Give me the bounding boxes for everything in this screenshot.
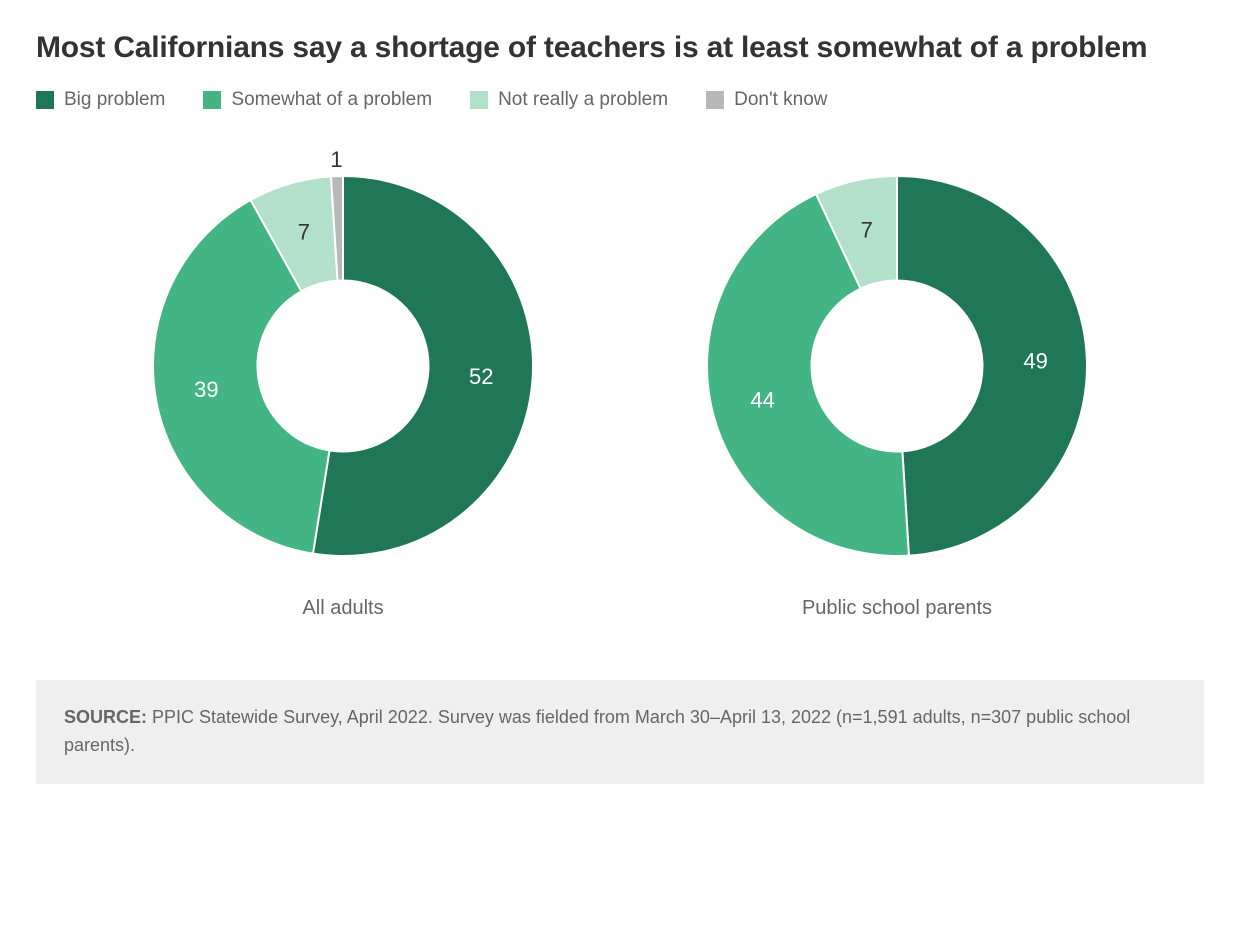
legend-swatch <box>36 91 54 109</box>
slice-value-label: 39 <box>194 377 218 402</box>
slice-value-label: 1 <box>330 151 342 172</box>
slice-value-label: 49 <box>1023 348 1047 373</box>
source-text: PPIC Statewide Survey, April 2022. Surve… <box>64 707 1130 755</box>
legend-label: Don't know <box>734 89 827 111</box>
legend-item: Somewhat of a problem <box>203 89 432 111</box>
chart-caption: Public school parents <box>802 597 992 620</box>
legend-item: Not really a problem <box>470 89 668 111</box>
donut-chart: 52 39 7 1 All adults <box>128 151 558 620</box>
chart-title: Most Californians say a shortage of teac… <box>36 28 1204 67</box>
source-note: SOURCE: PPIC Statewide Survey, April 202… <box>36 680 1204 784</box>
slice-value-label: 7 <box>861 217 873 242</box>
legend: Big problem Somewhat of a problem Not real… <box>36 89 1204 111</box>
slice-value-label: 7 <box>298 220 310 245</box>
donut-svg: 52 39 7 1 <box>128 151 558 581</box>
donut-slice <box>313 176 533 556</box>
donut-svg: 49 44 7 <box>682 151 1112 581</box>
legend-swatch <box>203 91 221 109</box>
legend-swatch <box>470 91 488 109</box>
legend-item: Don't know <box>706 89 827 111</box>
legend-item: Big problem <box>36 89 165 111</box>
charts-row: 52 39 7 1 All adults 49 44 7 Public school paren… <box>36 151 1204 620</box>
slice-value-label: 52 <box>469 364 493 389</box>
legend-label: Somewhat of a problem <box>231 89 432 111</box>
slice-value-label: 44 <box>750 387 774 412</box>
legend-swatch <box>706 91 724 109</box>
chart-caption: All adults <box>302 597 383 620</box>
legend-label: Not really a problem <box>498 89 668 111</box>
source-prefix: SOURCE: <box>64 707 147 727</box>
legend-label: Big problem <box>64 89 165 111</box>
donut-slice <box>897 176 1087 556</box>
donut-chart: 49 44 7 Public school parents <box>682 151 1112 620</box>
